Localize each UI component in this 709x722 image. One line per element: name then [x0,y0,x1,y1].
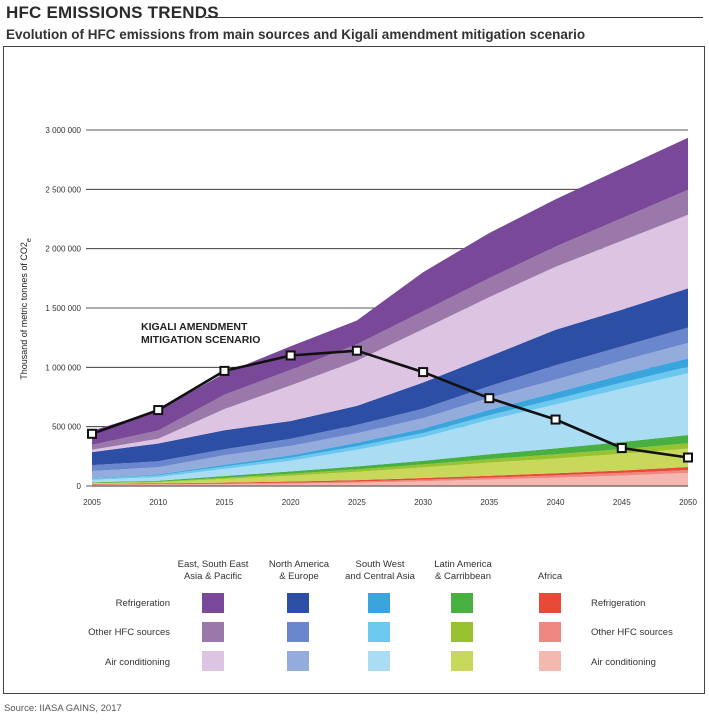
legend-swatch [539,651,561,671]
x-tick-label: 2025 [348,498,366,507]
y-tick-label: 1 500 000 [45,304,81,313]
legend-swatch [202,622,224,642]
legend-swatch [202,593,224,613]
legend-region-line: East, South East [177,559,249,570]
legend-swatch [287,593,309,613]
title-rule [205,17,703,18]
mitigation-marker [219,365,230,376]
mitigation-marker [550,414,561,425]
area-east-south-east-asia-pacific-air-conditioning [92,214,688,453]
legend-swatch [202,651,224,671]
page-subtitle: Evolution of HFC emissions from main sou… [6,27,586,42]
x-tick-label: 2020 [282,498,300,507]
legend-region-line: & Carribbean [435,571,491,582]
mitigation-marker [418,367,429,378]
x-tick-label: 2040 [547,498,565,507]
mitigation-marker [484,393,495,404]
x-tick-label: 2010 [149,498,167,507]
legend-region-line: Latin America [434,559,492,570]
legend-row-refrigeration-right: Refrigeration [591,598,646,609]
x-tick-label: 2045 [613,498,631,507]
x-tick-label: 2050 [679,498,697,507]
legend-swatch [451,622,473,642]
legend-swatch [451,593,473,613]
legend-region-line: Africa [537,571,563,582]
mitigation-marker [285,350,296,361]
legend-row-air-conditioning: Air conditioning [105,657,170,668]
y-tick-label: 3 000 000 [45,126,81,135]
y-tick-label: 2 500 000 [45,185,81,194]
legend-swatch [287,622,309,642]
legend-region-line: Asia & Pacific [183,571,243,582]
y-tick-label: 1 000 000 [45,363,81,372]
legend-region-north-america: North America & Europe [249,559,349,583]
legend-row-air-conditioning-right: Air conditioning [591,657,656,668]
source-note: Source: IIASA GAINS, 2017 [4,703,122,714]
annotation-line-2: MITIGATION SCENARIO [141,334,260,346]
legend-region-line: & Europe [279,571,319,582]
mitigation-marker [351,345,362,356]
y-tick-label: 500 000 [52,423,81,432]
mitigation-marker [616,443,627,454]
x-tick-label: 2035 [480,498,498,507]
legend-row-refrigeration: Refrigeration [115,598,170,609]
legend-region-line: and Central Asia [345,571,415,582]
legend-swatch [368,593,390,613]
y-tick-label: 2 000 000 [45,245,81,254]
mitigation-line-layer [87,345,693,463]
axis-layer: 0 500 000 1 000 000 1 500 000 2 000 000 2 500… [45,126,697,507]
legend-region-line: North America [268,559,330,570]
y-axis-label: Thousand of metric tonnes of CO2e [19,238,33,380]
annotation-line-1: KIGALI AMENDMENT [141,321,248,333]
mitigation-line [91,349,689,459]
mitigation-marker [153,405,164,416]
legend-region-line: South West [355,559,405,570]
legend-region-africa: Africa [500,571,600,583]
x-tick-label: 2030 [414,498,432,507]
mitigation-marker [87,428,97,439]
y-tick-label: 0 [77,482,82,491]
legend-region-south-west-asia: South West and Central Asia [330,559,430,583]
area-africa-air-conditioning [92,472,688,486]
legend-region-east-asia: East, South East Asia & Pacific [163,559,263,583]
legend-swatch [539,622,561,642]
area-east-south-east-asia-pacific-other-hfc-sources [92,189,688,450]
area-africa-other-hfc-sources [92,470,688,485]
legend-region-latin-america: Latin America & Carribbean [413,559,513,583]
legend-swatch [368,622,390,642]
legend-row-other-hfc: Other HFC sources [88,627,170,638]
mitigation-marker [683,452,693,463]
chart-frame [3,46,705,694]
area-north-america-europe-refrigeration [92,288,688,466]
legend-swatch [451,651,473,671]
legend-swatch [539,593,561,613]
legend-row-other-hfc-right: Other HFC sources [591,627,673,638]
page-title: HFC EMISSIONS TRENDS [6,3,219,22]
area-south-west-and-central-asia-air-conditioning [92,373,688,483]
legend-swatch [368,651,390,671]
legend-swatch [287,651,309,671]
area-latin-america-carribbean-air-conditioning [92,448,688,484]
area-layer [92,137,688,486]
x-tick-label: 2015 [216,498,234,507]
x-tick-label: 2005 [83,498,101,507]
